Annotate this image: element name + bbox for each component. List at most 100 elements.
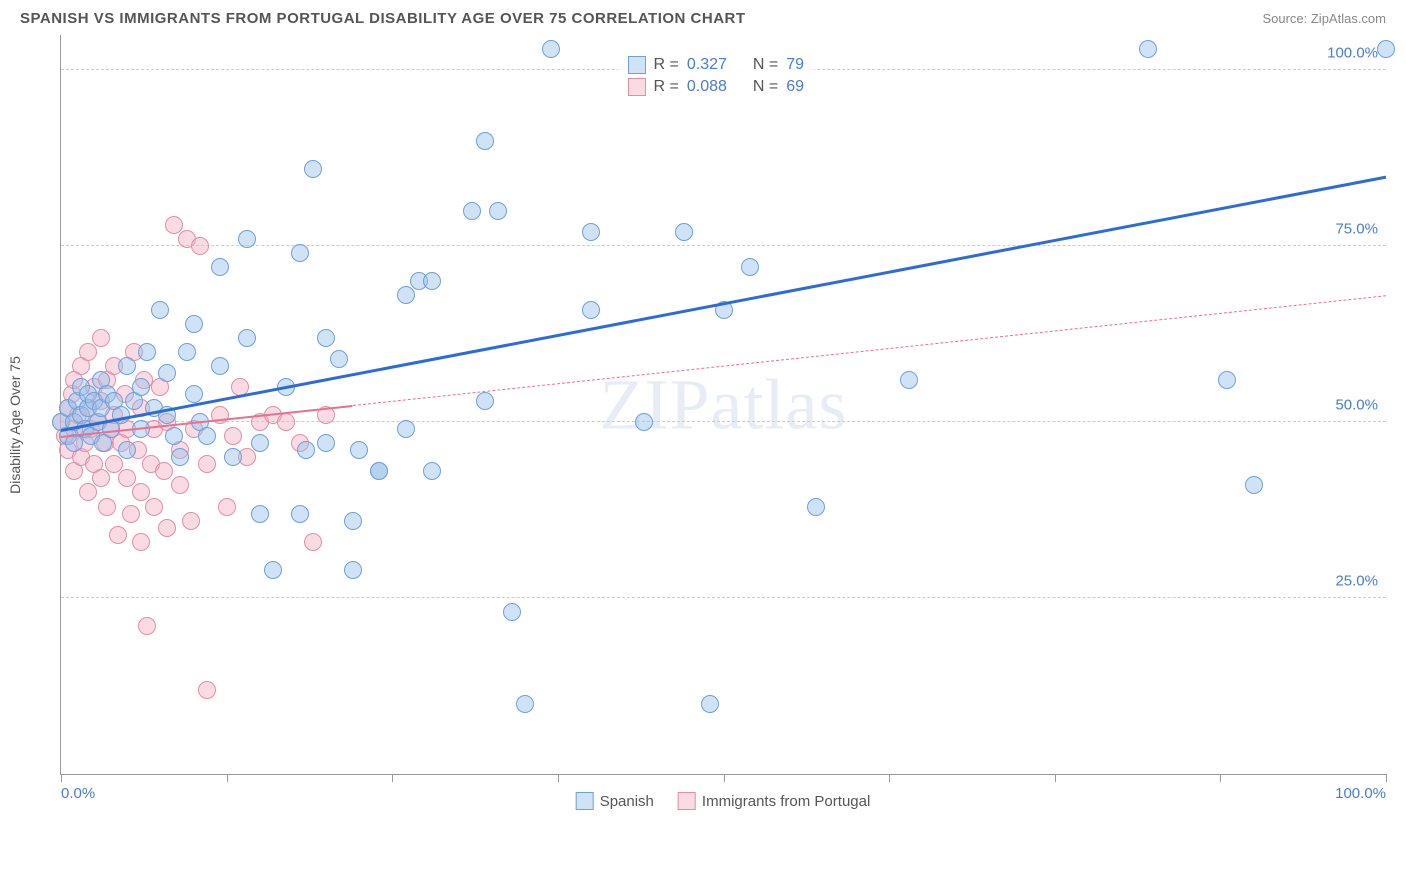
x-tick (227, 774, 228, 782)
data-point (151, 301, 169, 319)
data-point (251, 434, 269, 452)
data-point (171, 476, 189, 494)
data-point (211, 357, 229, 375)
data-point (79, 483, 97, 501)
x-tick (1055, 774, 1056, 782)
data-point (132, 533, 150, 551)
legend-label: Immigrants from Portugal (702, 793, 870, 810)
data-point (211, 258, 229, 276)
data-point (132, 378, 150, 396)
data-point (317, 434, 335, 452)
n-label: N = (753, 78, 778, 96)
source-attribution: Source: ZipAtlas.com (1262, 11, 1386, 26)
data-point (370, 462, 388, 480)
data-point (675, 223, 693, 241)
data-point (264, 561, 282, 579)
data-point (92, 469, 110, 487)
data-point (198, 455, 216, 473)
data-point (145, 498, 163, 516)
data-point (701, 695, 719, 713)
data-point (277, 413, 295, 431)
data-point (79, 343, 97, 361)
data-point (118, 469, 136, 487)
trend-line (352, 295, 1386, 406)
r-value: 0.088 (687, 78, 727, 96)
data-point (503, 603, 521, 621)
x-tick-label: 100.0% (1335, 785, 1386, 802)
data-point (635, 413, 653, 431)
r-label: R = (654, 56, 679, 74)
y-tick-label: 50.0% (1335, 397, 1378, 414)
source-prefix: Source: (1262, 11, 1310, 26)
data-point (224, 427, 242, 445)
legend-swatch (576, 792, 594, 810)
data-point (238, 230, 256, 248)
stat-legend: R =0.327N =79R =0.088N =69 (618, 50, 815, 102)
data-point (224, 448, 242, 466)
data-point (291, 505, 309, 523)
data-point (291, 244, 309, 262)
chart-title: SPANISH VS IMMIGRANTS FROM PORTUGAL DISA… (20, 10, 746, 27)
data-point (397, 420, 415, 438)
legend-item: Spanish (576, 792, 654, 810)
data-point (516, 695, 534, 713)
x-tick-label: 0.0% (61, 785, 95, 802)
data-point (118, 441, 136, 459)
y-tick-label: 25.0% (1335, 573, 1378, 590)
n-value: 79 (786, 56, 804, 74)
data-point (741, 258, 759, 276)
data-point (92, 329, 110, 347)
legend-label: Spanish (600, 793, 654, 810)
trend-line (61, 176, 1387, 432)
bottom-legend: Spanish Immigrants from Portugal (576, 792, 871, 810)
stat-legend-row: R =0.088N =69 (628, 76, 805, 98)
data-point (489, 202, 507, 220)
data-point (1218, 371, 1236, 389)
legend-swatch (628, 78, 646, 96)
data-point (98, 498, 116, 516)
n-value: 69 (786, 78, 804, 96)
data-point (165, 427, 183, 445)
y-tick-label: 100.0% (1327, 45, 1378, 62)
plot-area: ZIPatlas 25.0%50.0%75.0%100.0%0.0%100.0%… (60, 35, 1386, 775)
legend-item: Immigrants from Portugal (678, 792, 870, 810)
legend-swatch (678, 792, 696, 810)
data-point (198, 427, 216, 445)
data-point (344, 512, 362, 530)
data-point (1139, 40, 1157, 58)
data-point (304, 160, 322, 178)
data-point (171, 448, 189, 466)
data-point (304, 533, 322, 551)
data-point (109, 526, 127, 544)
x-tick (724, 774, 725, 782)
n-label: N = (753, 56, 778, 74)
legend-swatch (628, 56, 646, 74)
data-point (582, 223, 600, 241)
data-point (158, 364, 176, 382)
data-point (463, 202, 481, 220)
x-tick (1220, 774, 1221, 782)
data-point (350, 441, 368, 459)
data-point (158, 519, 176, 537)
data-point (476, 132, 494, 150)
source-link[interactable]: ZipAtlas.com (1311, 11, 1386, 26)
stat-legend-row: R =0.327N =79 (628, 54, 805, 76)
data-point (397, 286, 415, 304)
data-point (182, 512, 200, 530)
data-point (132, 483, 150, 501)
x-tick (1386, 774, 1387, 782)
data-point (185, 315, 203, 333)
chart-container: Disability Age Over 75 ZIPatlas 25.0%50.… (60, 35, 1386, 815)
data-point (423, 272, 441, 290)
data-point (582, 301, 600, 319)
y-axis-label: Disability Age Over 75 (7, 356, 23, 494)
data-point (118, 357, 136, 375)
chart-header: SPANISH VS IMMIGRANTS FROM PORTUGAL DISA… (0, 0, 1406, 35)
data-point (344, 561, 362, 579)
data-point (178, 343, 196, 361)
data-point (185, 385, 203, 403)
gridline (61, 597, 1386, 598)
data-point (198, 681, 216, 699)
data-point (1245, 476, 1263, 494)
data-point (138, 343, 156, 361)
